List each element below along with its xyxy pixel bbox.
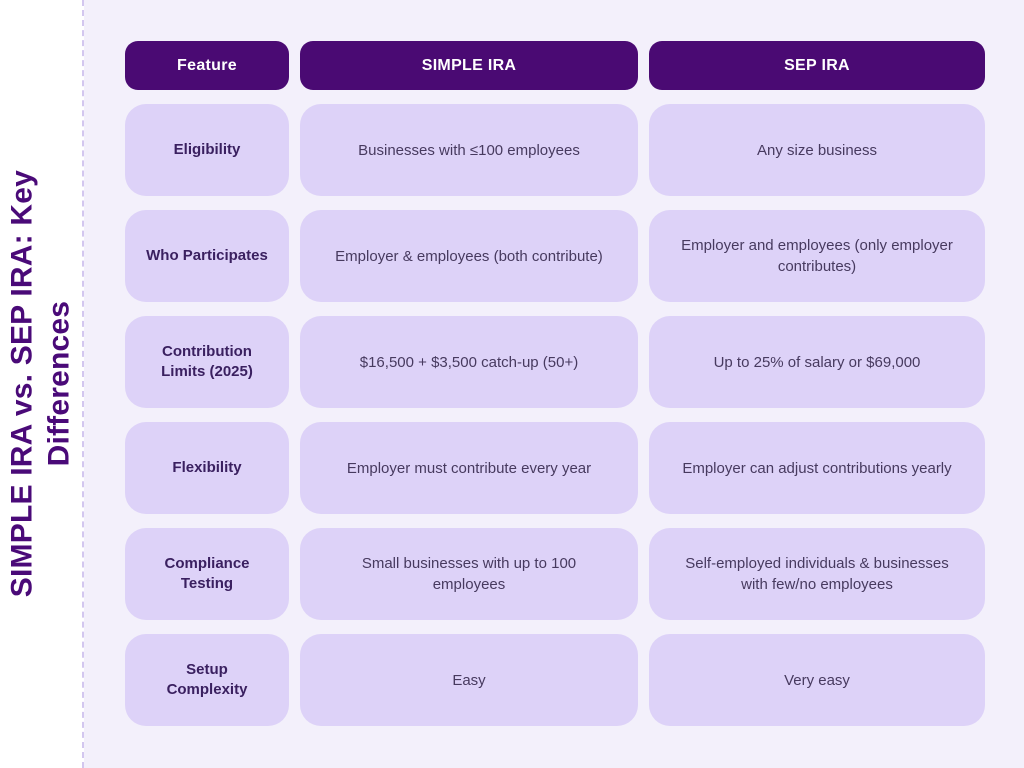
- feature-cell-flexibility: Flexibility: [125, 422, 289, 514]
- comparison-table: Feature SIMPLE IRA SEP IRA Eligibility B…: [125, 41, 985, 726]
- simple-ira-flexibility: Employer must contribute every year: [300, 422, 638, 514]
- sep-ira-who-participates: Employer and employees (only employer co…: [649, 210, 985, 302]
- sep-ira-setup-complexity: Very easy: [649, 634, 985, 726]
- feature-cell-contribution-limits: Contribution Limits (2025): [125, 316, 289, 408]
- simple-ira-contribution-limits: $16,500 + $3,500 catch-up (50+): [300, 316, 638, 408]
- page-title-line-1: SIMPLE IRA vs. SEP IRA: Key: [5, 170, 39, 598]
- sep-ira-contribution-limits: Up to 25% of salary or $69,000: [649, 316, 985, 408]
- simple-ira-setup-complexity: Easy: [300, 634, 638, 726]
- feature-cell-setup-complexity: Setup Complexity: [125, 634, 289, 726]
- header-cell-feature: Feature: [125, 41, 289, 90]
- simple-ira-who-participates: Employer & employees (both contribute): [300, 210, 638, 302]
- table-canvas: Feature SIMPLE IRA SEP IRA Eligibility B…: [84, 0, 1024, 768]
- page-title: SIMPLE IRA vs. SEP IRA: Key Differences: [4, 94, 77, 674]
- sep-ira-compliance-testing: Self-employed individuals & businesses w…: [649, 528, 985, 620]
- header-cell-simple-ira: SIMPLE IRA: [300, 41, 638, 90]
- sep-ira-flexibility: Employer can adjust contributions yearly: [649, 422, 985, 514]
- feature-cell-who-participates: Who Participates: [125, 210, 289, 302]
- simple-ira-eligibility: Businesses with ≤100 employees: [300, 104, 638, 196]
- header-cell-sep-ira: SEP IRA: [649, 41, 985, 90]
- feature-cell-eligibility: Eligibility: [125, 104, 289, 196]
- simple-ira-compliance-testing: Small businesses with up to 100 employee…: [300, 528, 638, 620]
- page-title-line-2: Differences: [42, 301, 75, 467]
- title-panel: SIMPLE IRA vs. SEP IRA: Key Differences: [0, 0, 84, 768]
- feature-cell-compliance-testing: Compliance Testing: [125, 528, 289, 620]
- sep-ira-eligibility: Any size business: [649, 104, 985, 196]
